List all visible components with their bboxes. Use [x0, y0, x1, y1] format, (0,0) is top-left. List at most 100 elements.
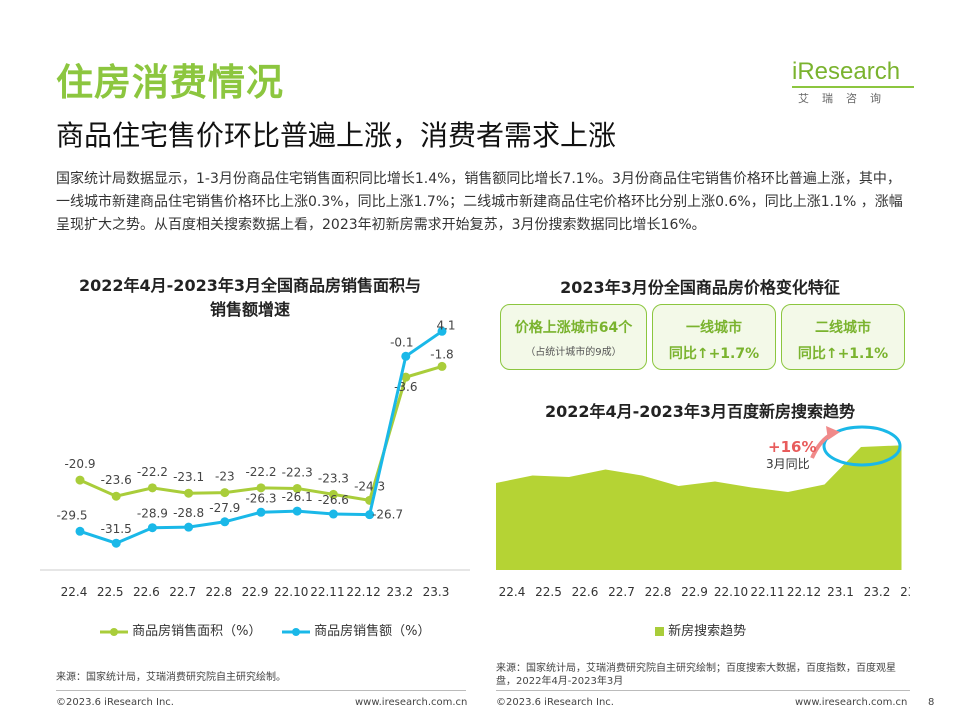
footer-divider-right	[496, 690, 910, 691]
data-point-s1-5	[256, 507, 266, 517]
data-point-s0-2	[147, 483, 157, 493]
data-point-s1-1	[111, 538, 121, 548]
data-point-s0-1	[111, 491, 121, 501]
legend-swatch-search	[655, 627, 664, 636]
x-tick-label-6: 22.10	[274, 585, 308, 599]
logo-tagline: 艾瑞咨询	[798, 92, 894, 105]
price-box-rising-cities: 价格上涨城市64个 （占统计城市的9成）	[500, 304, 647, 370]
area-x-tick-label-8: 22.12	[787, 585, 821, 599]
price-box-tier2-value: 同比↑+1.1%	[797, 346, 889, 362]
footer-url-left: www.iresearch.com.cn	[355, 697, 468, 708]
price-box-tier2-label: 二线城市	[815, 320, 871, 336]
price-box-rising-cities-note: （占统计城市的9成）	[525, 347, 622, 358]
area-x-tick-label-9: 23.1	[827, 585, 854, 599]
growth-annotation-value: +16%	[768, 438, 816, 456]
summary-paragraph: 国家统计局数据显示，1-3月份商品住宅销售面积同比增长1.4%，销售额同比增长7…	[56, 171, 903, 233]
footer-copyright-left: ©2023.6 iResearch Inc.	[56, 697, 174, 708]
area-x-tick-label-6: 22.10	[714, 585, 748, 599]
price-box-tier1-value: 同比↑+1.7%	[668, 346, 760, 362]
area-x-tick-label-5: 22.9	[681, 585, 708, 599]
left-chart-title-line-1: 2022年4月-2023年3月全国商品房销售面积与	[79, 276, 421, 295]
x-tick-label-9: 23.2	[386, 585, 413, 599]
source-right: 来源：国家统计局，艾瑞消费研究院自主研究绘制；百度搜索大数据，百度指数，百度观星…	[496, 663, 896, 687]
data-point-s0-0	[75, 475, 85, 485]
growth-annotation-label: 3月同比	[766, 457, 810, 471]
x-tick-label-10: 23.3	[423, 585, 450, 599]
data-label-s1-8: -26.7	[372, 508, 403, 522]
data-label-s0-4: -23	[215, 470, 235, 484]
data-label-s0-0: -20.9	[64, 457, 95, 471]
data-point-s0-5	[256, 483, 266, 493]
area-x-tick-label-11: 23.3	[900, 585, 910, 599]
data-point-s0-4	[220, 488, 230, 498]
x-tick-label-8: 22.12	[346, 585, 380, 599]
data-point-s0-9	[401, 372, 411, 382]
data-label-s0-6: -22.3	[282, 465, 313, 479]
search-trend-chart-title: 2022年4月-2023年3月百度新房搜索趋势	[545, 402, 855, 421]
data-point-s1-2	[147, 523, 157, 533]
data-label-s1-4: -27.9	[209, 501, 240, 515]
price-panel-title: 2023年3月份全国商品房价格变化特征	[560, 278, 840, 297]
x-tick-label-1: 22.5	[97, 585, 124, 599]
data-label-s1-6: -26.1	[282, 490, 313, 504]
data-label-s1-9: -0.1	[390, 335, 413, 349]
area-x-tick-label-3: 22.7	[608, 585, 635, 599]
legend-label-area: 商品房销售面积（%）	[132, 624, 262, 639]
price-box-tier1-label: 一线城市	[686, 320, 742, 336]
data-label-s0-10: -1.8	[430, 347, 453, 361]
data-label-s0-7: -23.3	[318, 471, 349, 485]
legend-item-area: 商品房销售面积（%）	[100, 620, 262, 639]
data-label-s1-2: -28.9	[137, 507, 168, 521]
x-tick-label-5: 22.9	[242, 585, 269, 599]
data-label-s1-10: 4.1	[436, 320, 455, 332]
data-label-s1-1: -31.5	[101, 522, 132, 536]
data-label-s0-8: -24.3	[354, 479, 385, 493]
page-number: 8	[928, 697, 935, 708]
growth-arrow-head	[826, 426, 840, 440]
data-label-s1-0: -29.5	[56, 508, 87, 522]
area-x-tick-label-2: 22.6	[572, 585, 599, 599]
data-point-s0-10	[437, 361, 447, 371]
data-point-s0-7	[328, 489, 338, 499]
data-point-s1-3	[184, 522, 194, 532]
data-point-s1-8	[365, 510, 375, 520]
x-tick-label-3: 22.7	[169, 585, 196, 599]
legend-swatch-area	[100, 627, 128, 636]
source-left: 来源：国家统计局，艾瑞消费研究院自主研究绘制。	[56, 672, 286, 683]
area-x-tick-label-10: 23.2	[864, 585, 891, 599]
footer-copyright-right: ©2023.6 iResearch Inc.	[496, 697, 614, 708]
logo-underline	[792, 86, 914, 88]
page-title: 住房消费情况	[56, 61, 284, 104]
data-point-s1-7	[328, 509, 338, 519]
data-label-s1-3: -28.8	[173, 506, 204, 520]
legend-item-revenue: 商品房销售额（%）	[282, 620, 431, 639]
data-label-s0-5: -22.2	[245, 465, 276, 479]
area-x-tick-label-7: 22.11	[750, 585, 784, 599]
x-tick-label-2: 22.6	[133, 585, 160, 599]
left-chart-title-line-2: 销售额增速	[209, 300, 290, 319]
logo-wordmark: iResearch	[792, 58, 901, 85]
data-point-s1-10	[437, 326, 447, 336]
sales-growth-line-chart: -20.9 -23.6 -22.2 -23.1 -23 -22.2 -22.3 -23.3 -2…	[40, 320, 470, 599]
area-x-tick-label-4: 22.8	[645, 585, 672, 599]
footer-url-right: www.iresearch.com.cn	[795, 697, 908, 708]
area-x-tick-label-1: 22.5	[535, 585, 562, 599]
x-tick-label-4: 22.8	[205, 585, 232, 599]
data-label-s0-1: -23.6	[101, 473, 132, 487]
data-point-s1-6	[292, 506, 302, 516]
highlight-ellipse	[822, 425, 902, 467]
price-box-rising-cities-label: 价格上涨城市64个	[514, 320, 633, 336]
price-box-tier2: 二线城市 同比↑+1.1%	[781, 304, 905, 370]
data-point-s0-6	[292, 483, 302, 493]
x-tick-label-7: 22.11	[310, 585, 344, 599]
search-trend-area-chart: 22.4 22.5 22.6 22.7 22.8 22.9 22.10 22.11 22.12 2…	[496, 425, 910, 599]
area-x-tick-label-0: 22.4	[499, 585, 526, 599]
data-label-s1-5: -26.3	[245, 491, 276, 505]
legend-swatch-revenue	[282, 627, 310, 636]
price-box-tier1: 一线城市 同比↑+1.7%	[652, 304, 776, 370]
legend-label-search: 新房搜索趋势	[668, 624, 747, 639]
data-point-s1-4	[220, 517, 230, 527]
legend-label-revenue: 商品房销售额（%）	[314, 624, 431, 639]
search-trend-area	[496, 445, 902, 570]
iresearch-logo: iResearch 艾瑞咨询	[792, 52, 914, 110]
